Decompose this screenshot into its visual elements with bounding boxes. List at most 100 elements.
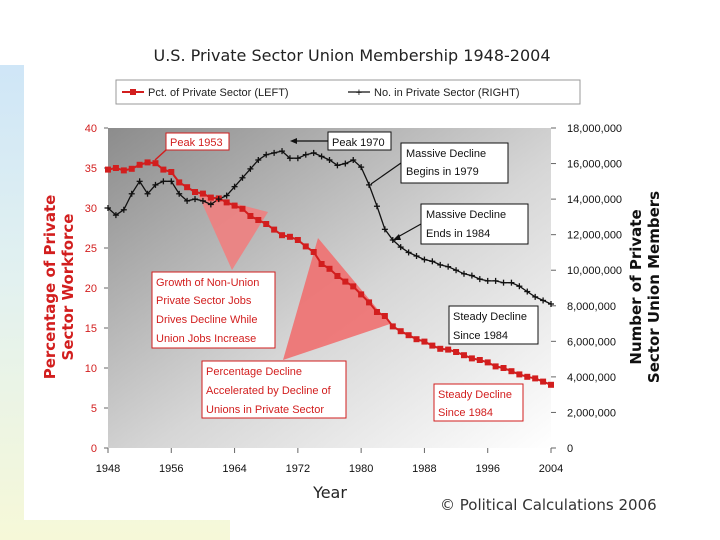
pct-point: [112, 165, 119, 171]
pct-decline-line3: Unions in Private Sector: [206, 404, 324, 416]
pct-point: [318, 261, 325, 267]
number-point: [381, 226, 388, 233]
number-point: [484, 277, 491, 284]
y-left-tick-label: 0: [91, 443, 97, 455]
y-right-tick-label: 2,000,000: [567, 407, 616, 419]
number-point: [271, 149, 278, 156]
decline-begins-line2: Begins in 1979: [406, 166, 479, 178]
pct-point: [192, 189, 199, 195]
number-point: [508, 279, 515, 286]
pct-point: [508, 368, 515, 375]
pct-point: [207, 194, 214, 201]
series-marks: [105, 148, 554, 388]
number-point: [540, 297, 547, 304]
x-tick-label: 1948: [96, 463, 120, 475]
pct-point: [350, 283, 357, 290]
number-point: [192, 196, 199, 203]
number-point: [239, 174, 246, 181]
number-point: [152, 181, 159, 188]
x-tick-label: 1964: [222, 463, 246, 475]
pct-point: [144, 159, 151, 166]
pct-point: [247, 213, 254, 219]
y-left-tick-label: 10: [85, 363, 97, 375]
pct-point: [492, 363, 499, 370]
y-right-tick-label: 4,000,000: [567, 372, 616, 384]
pct-point: [302, 243, 309, 250]
pct-decline-line1: Percentage Decline: [206, 366, 302, 378]
pct-point: [445, 346, 452, 353]
number-point: [524, 288, 531, 295]
legend: Pct. of Private Sector (LEFT) + No. in P…: [115, 79, 581, 105]
pct-point: [184, 184, 191, 191]
y-left-tick-label: 20: [85, 283, 97, 295]
pct-point: [381, 313, 388, 319]
number-point: [334, 162, 341, 169]
pct-point: [294, 237, 301, 243]
steady-red-box: [433, 383, 524, 422]
y-left-axis-title-line2: Sector Workforce: [59, 214, 77, 361]
pct-point: [223, 199, 230, 206]
y-left-axis-title-line1: Percentage of Private: [41, 195, 59, 380]
pct-point: [389, 323, 396, 330]
y-right-tick-label: 8,000,000: [567, 301, 616, 313]
x-tick-label: 1956: [159, 463, 183, 475]
growth-line2: Private Sector Jobs: [156, 295, 252, 307]
number-point: [421, 256, 428, 263]
steady-red-line2: Since 1984: [438, 407, 493, 419]
pct-point: [484, 359, 491, 366]
pct-point: [516, 371, 523, 378]
number-point: [405, 249, 412, 256]
y-left-tick-label: 40: [85, 123, 97, 135]
y-right-axis-title-line1: Number of Private: [627, 209, 645, 364]
pct-point: [199, 190, 206, 197]
x-tick-label: 1972: [286, 463, 310, 475]
credit-text: © Political Calculations 2006: [440, 496, 657, 514]
pct-point: [358, 291, 365, 298]
arrow-peak-1953: [154, 149, 167, 161]
number-point: [500, 279, 507, 286]
peak-1970-box: [327, 131, 392, 151]
number-point: [429, 258, 436, 265]
pct-point: [334, 273, 341, 279]
growth-line4: Union Jobs Increase: [156, 333, 256, 345]
pct-point: [286, 233, 293, 240]
pct-point: [176, 179, 183, 186]
peak-1953-box: [165, 132, 230, 151]
number-point: [231, 183, 238, 190]
y-right-tick-label: 0: [567, 443, 573, 455]
number-point: [516, 283, 523, 290]
number-point: [548, 301, 554, 307]
pct-point: [255, 217, 262, 223]
pct-point: [239, 205, 246, 212]
decline-ends-line2: Ends in 1984: [426, 228, 490, 240]
pct-point: [397, 328, 404, 335]
pct-point: [540, 378, 547, 385]
growth-line1: Growth of Non-Union: [156, 277, 259, 289]
y-left-tick-label: 35: [85, 163, 97, 175]
decline-begins-box: [400, 142, 509, 184]
decline-ends-line1: Massive Decline: [426, 209, 506, 221]
y-right-axis-title-line2: Sector Union Members: [645, 191, 663, 383]
number-point: [160, 178, 167, 185]
y-right-tick-labels: 0 2,000,000 4,000,000 6,000,000 8,000,000 10,…: [551, 123, 622, 455]
number-point: [318, 153, 325, 160]
x-tick-label: 1988: [412, 463, 436, 475]
number-point: [112, 212, 119, 219]
pct-point: [373, 309, 380, 315]
number-point: [128, 190, 135, 197]
arrowhead-peak-1970: [290, 138, 297, 144]
arrowhead-decline-ends: [393, 234, 401, 240]
pct-decline-line2: Accelerated by Decline of: [206, 385, 332, 397]
number-point: [492, 277, 499, 284]
pct-point: [136, 161, 143, 168]
pct-point: [453, 349, 460, 355]
pct-point: [279, 232, 286, 239]
pct-point: [128, 165, 135, 172]
number-point: [136, 178, 143, 185]
x-tick-label: 1996: [475, 463, 499, 475]
pct-point: [405, 332, 412, 339]
y-right-tick-label: 6,000,000: [567, 336, 616, 348]
number-point: [445, 263, 452, 270]
pct-point: [429, 342, 436, 349]
